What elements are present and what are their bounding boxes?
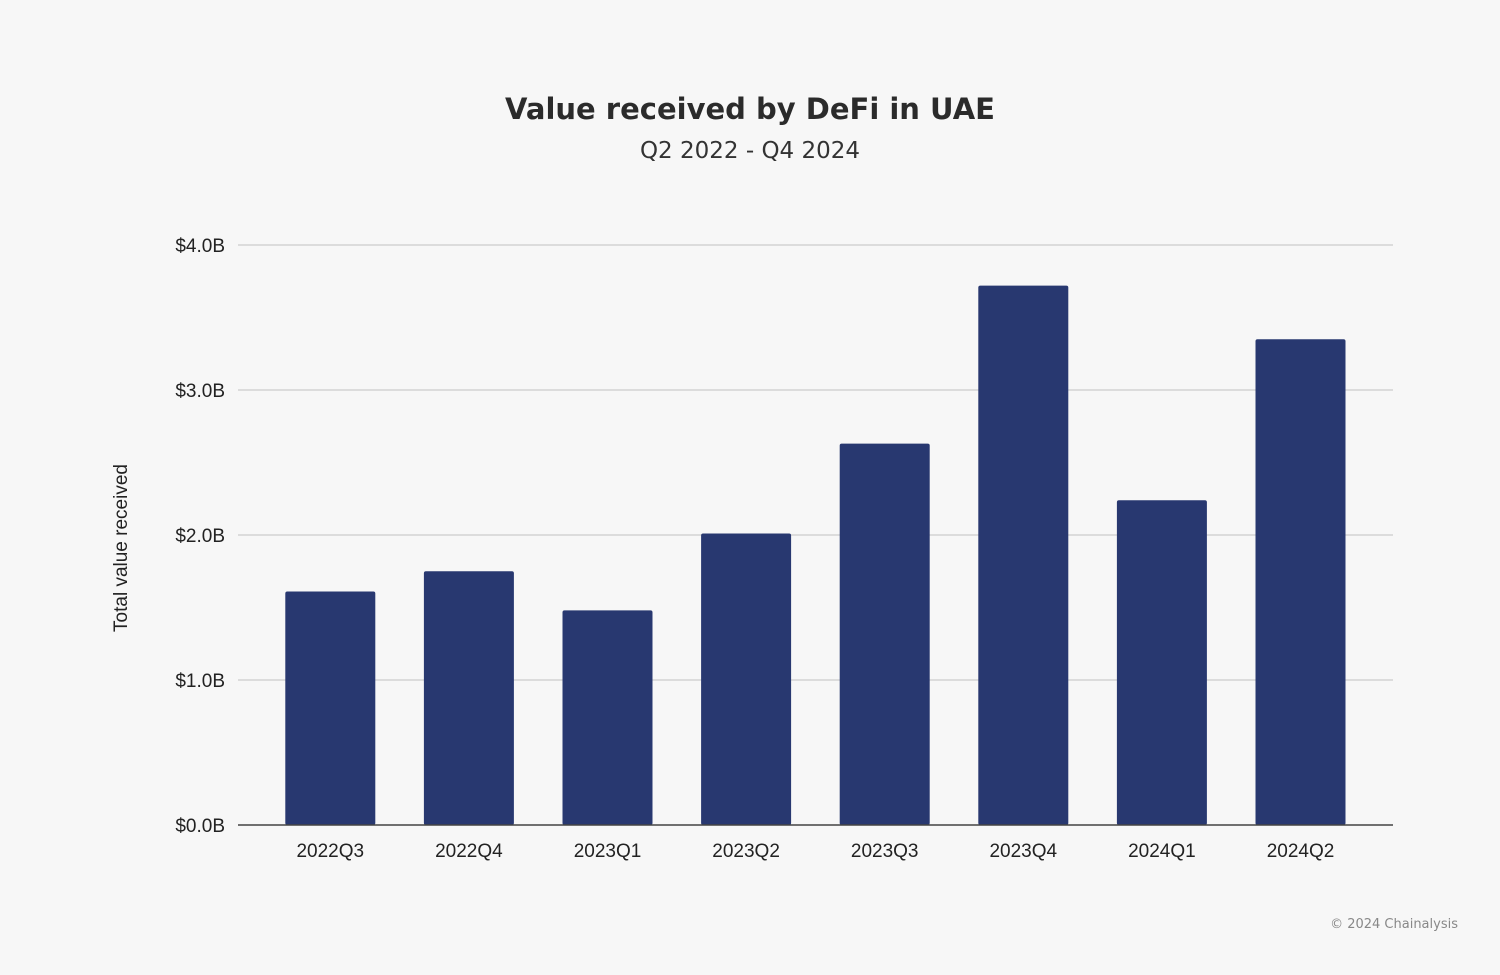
bar-2023Q4 xyxy=(978,285,1069,826)
y-tick-label: $4.0B xyxy=(175,236,225,257)
x-tick-label: 2024Q1 xyxy=(1128,841,1196,862)
x-tick-label: 2023Q1 xyxy=(574,841,642,862)
x-tick-label: 2023Q4 xyxy=(989,841,1057,862)
chart-subtitle: Q2 2022 - Q4 2024 xyxy=(639,138,861,164)
bar-2024Q1 xyxy=(1116,500,1207,825)
bar-2023Q2 xyxy=(701,533,792,825)
x-tick-label: 2023Q2 xyxy=(712,841,780,862)
y-axis-label: Total value received xyxy=(111,464,132,632)
x-tick-label: 2024Q2 xyxy=(1267,841,1335,862)
bar-2022Q4 xyxy=(423,571,514,825)
bar-2023Q3 xyxy=(839,443,930,825)
x-tick-label: 2023Q3 xyxy=(851,841,919,862)
bar-2022Q3 xyxy=(285,591,376,825)
x-tick-label: 2022Q4 xyxy=(435,841,503,862)
y-tick-label: $1.0B xyxy=(175,671,225,692)
y-tick-label: $3.0B xyxy=(175,381,225,402)
y-tick-label: $0.0B xyxy=(175,816,225,837)
bar-2023Q1 xyxy=(562,610,653,825)
copyright-footer: © 2024 Chainalysis xyxy=(1330,917,1458,932)
bar-2024Q2 xyxy=(1255,339,1346,825)
x-tick-label: 2022Q3 xyxy=(296,841,364,862)
y-tick-label: $2.0B xyxy=(175,526,225,547)
chart-title: Value received by DeFi in UAE xyxy=(505,92,995,126)
